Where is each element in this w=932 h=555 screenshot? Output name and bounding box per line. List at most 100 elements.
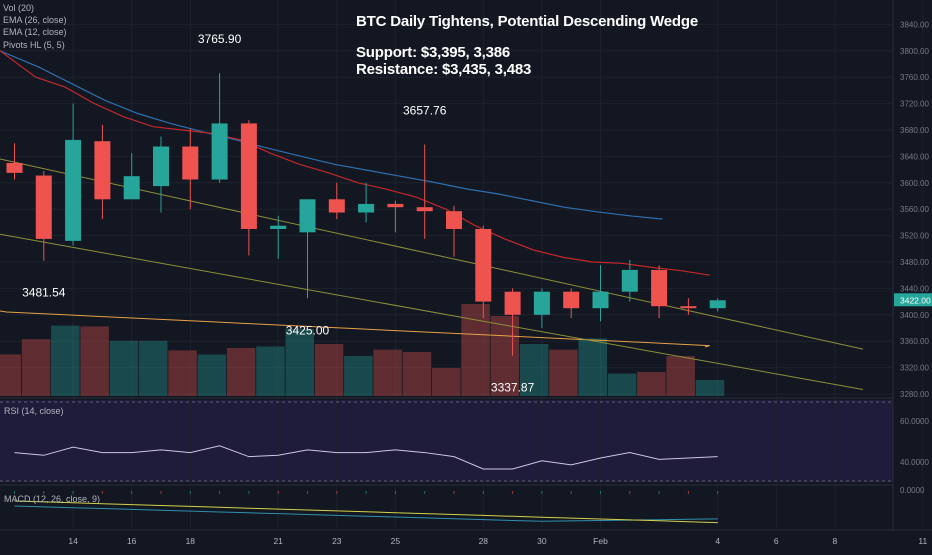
volume-bar xyxy=(695,380,725,396)
x-tick-label: 14 xyxy=(68,536,78,546)
pivots-label: Pivots HL (5, 5) xyxy=(3,39,65,50)
annotation-support: Support: $3,395, 3,386 xyxy=(356,44,511,61)
volume-bar xyxy=(432,368,461,396)
x-tick-label: Feb xyxy=(593,536,608,546)
annotation-block: BTC Daily Tightens, Potential Descending… xyxy=(356,13,698,78)
rsi-level-label: 40.0000 xyxy=(900,458,929,467)
candle-body xyxy=(94,141,111,200)
axes: 3280.00 3320.00 3360.00 3400.00 3440.00 3480.… xyxy=(68,20,932,546)
x-tick-label: 18 xyxy=(186,536,196,546)
pivot-label: 3425.00 xyxy=(286,323,330,337)
candle-body xyxy=(299,199,316,233)
candle-body xyxy=(446,211,462,229)
volume-bar xyxy=(549,349,578,396)
candles-layer xyxy=(6,73,726,356)
candle-body xyxy=(387,203,404,208)
x-tick-label: 21 xyxy=(273,536,283,546)
x-tick-label: 6 xyxy=(774,536,779,546)
candle-body xyxy=(65,139,82,241)
y-tick-label: 3440.00 xyxy=(900,284,929,293)
volume-bar xyxy=(666,356,695,396)
candle-body xyxy=(328,199,345,213)
volume-bar xyxy=(139,340,168,396)
candle-body xyxy=(416,207,433,212)
annotation-resistance: Resistance: $3,435, 3,483 xyxy=(356,61,532,78)
y-tick-label: 3400.00 xyxy=(900,311,929,320)
ema26-label: EMA (26, close) xyxy=(3,15,67,26)
y-tick-label: 3560.00 xyxy=(900,205,929,214)
candle-body xyxy=(270,225,287,229)
macd-label: MACD (12, 26, close, 9) xyxy=(4,494,101,504)
volume-bar xyxy=(344,356,373,396)
grid xyxy=(0,0,932,531)
y-tick-label: 3320.00 xyxy=(900,364,929,373)
volume-bar xyxy=(168,350,197,396)
x-tick-label: 8 xyxy=(833,536,838,546)
candle-body xyxy=(621,269,638,292)
candle-body xyxy=(680,306,697,309)
candle-body xyxy=(709,300,726,309)
volume-bar xyxy=(402,352,432,396)
annotation-title: BTC Daily Tightens, Potential Descending… xyxy=(356,13,698,30)
volume-bar xyxy=(21,339,51,396)
ema26-line xyxy=(0,50,663,220)
volume-bar xyxy=(80,326,109,396)
wedge-upper-line xyxy=(0,158,864,350)
candle-body xyxy=(35,175,52,239)
volume-bar xyxy=(285,328,314,396)
pivot-label: 3337.87 xyxy=(491,381,535,395)
pivot-label: 3481.54 xyxy=(22,286,66,300)
candle-body xyxy=(651,269,668,307)
y-tick-label: 3760.00 xyxy=(900,73,929,82)
volume-bar xyxy=(226,348,256,396)
macd-line xyxy=(14,505,718,522)
indicator-legend: Vol (20) EMA (26, close) EMA (12, close)… xyxy=(3,2,67,51)
y-tick-label: 3720.00 xyxy=(900,100,929,109)
last-price-label: 3422.00 xyxy=(900,295,931,305)
x-tick-label: 11 xyxy=(918,536,927,546)
candle-body xyxy=(123,176,140,200)
candle-body xyxy=(504,291,521,315)
x-tick-label: 25 xyxy=(391,536,401,546)
x-tick-label: 4 xyxy=(715,536,720,546)
ema12-line xyxy=(0,50,710,276)
candle-body xyxy=(182,146,199,180)
volume-bar xyxy=(607,373,637,396)
wedge-lower-line xyxy=(0,233,864,390)
rsi-label: RSI (14, close) xyxy=(4,406,64,416)
x-tick-label: 16 xyxy=(127,536,137,546)
candle-body xyxy=(6,163,23,173)
volume-bar xyxy=(109,340,139,396)
volume-bar xyxy=(197,354,227,396)
last-price-tag xyxy=(894,293,932,307)
macd-level-label: 0.0000 xyxy=(900,486,925,495)
vol-label: Vol (20) xyxy=(3,3,35,13)
volume-bar xyxy=(256,346,285,396)
rsi-level-label: 60.0000 xyxy=(900,417,929,426)
candle-body xyxy=(153,146,169,187)
candle-body xyxy=(211,123,228,180)
candle-body xyxy=(592,291,609,309)
pivot-label: 3657.76 xyxy=(403,104,447,118)
y-tick-label: 3800.00 xyxy=(900,47,929,56)
rsi-line xyxy=(14,445,718,470)
rsi-band xyxy=(0,400,893,482)
ema12-label: EMA (12, close) xyxy=(3,27,67,38)
volume-bar xyxy=(314,344,344,396)
volume-bar xyxy=(0,354,21,396)
pivot-labels: 3765.90 3657.76 3481.54 3425.00 3337.87 xyxy=(22,32,535,394)
y-tick-label: 3600.00 xyxy=(900,179,929,188)
volume-bar xyxy=(373,349,402,396)
volume-ma-line xyxy=(0,310,710,348)
volume-bar xyxy=(51,325,80,396)
x-tick-label: 30 xyxy=(537,536,547,546)
y-tick-label: 3640.00 xyxy=(900,152,929,161)
volume-bar xyxy=(578,338,607,396)
pivot-label: 3765.90 xyxy=(198,32,242,46)
y-tick-label: 3280.00 xyxy=(900,390,929,399)
volume-bar xyxy=(490,316,520,396)
signal-line xyxy=(14,500,718,524)
volume-layer xyxy=(0,304,725,396)
